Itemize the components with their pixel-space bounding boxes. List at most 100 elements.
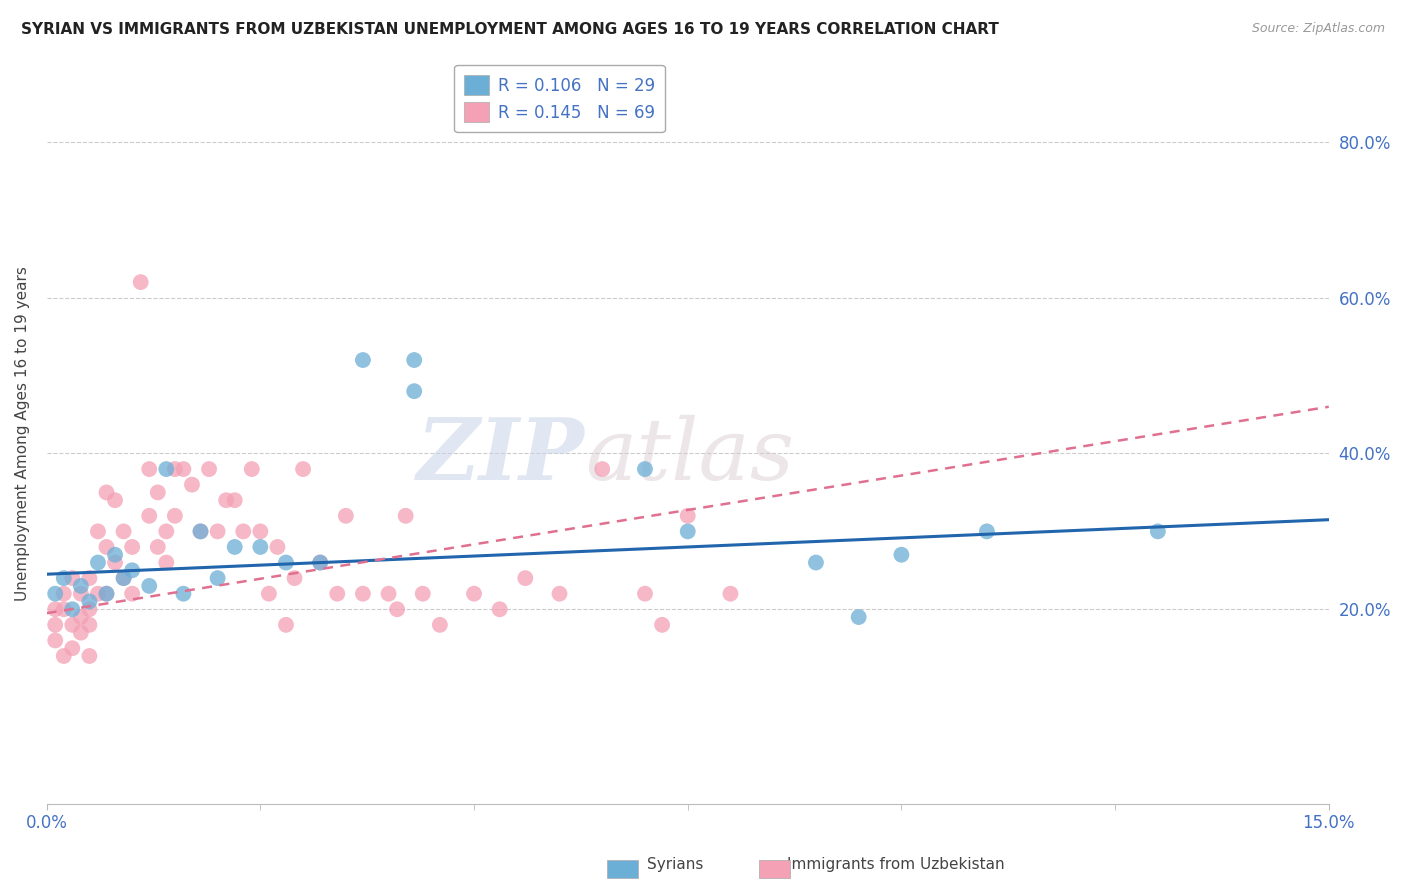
Point xyxy=(190,524,212,539)
Point xyxy=(676,508,699,523)
Point xyxy=(96,587,118,601)
Point xyxy=(112,571,135,585)
Point xyxy=(104,556,127,570)
Point xyxy=(104,493,127,508)
Point xyxy=(172,462,194,476)
Point xyxy=(274,556,297,570)
Point xyxy=(634,462,657,476)
Point xyxy=(79,602,101,616)
Point xyxy=(70,625,93,640)
Point xyxy=(804,556,827,570)
Point xyxy=(121,540,143,554)
Point xyxy=(404,353,426,368)
Text: atlas: atlas xyxy=(585,415,794,498)
Text: SYRIAN VS IMMIGRANTS FROM UZBEKISTAN UNEMPLOYMENT AMONG AGES 16 TO 19 YEARS CORR: SYRIAN VS IMMIGRANTS FROM UZBEKISTAN UNE… xyxy=(21,22,1000,37)
Point xyxy=(488,602,510,616)
Point xyxy=(60,571,83,585)
Text: Syrians: Syrians xyxy=(647,857,703,872)
Point xyxy=(70,610,93,624)
Point xyxy=(155,462,177,476)
Point xyxy=(138,508,160,523)
Point xyxy=(112,524,135,539)
Point xyxy=(163,462,186,476)
Point xyxy=(463,587,485,601)
Point xyxy=(976,524,998,539)
Point xyxy=(96,587,118,601)
Point xyxy=(155,524,177,539)
Point xyxy=(52,571,75,585)
Text: Source: ZipAtlas.com: Source: ZipAtlas.com xyxy=(1251,22,1385,36)
Point xyxy=(335,508,357,523)
Point xyxy=(87,587,110,601)
Point xyxy=(138,462,160,476)
Point xyxy=(129,275,152,289)
Point xyxy=(326,587,349,601)
Point xyxy=(266,540,288,554)
Point xyxy=(138,579,160,593)
Point xyxy=(207,524,229,539)
Point xyxy=(79,571,101,585)
Point xyxy=(87,524,110,539)
Point xyxy=(395,508,418,523)
Point xyxy=(112,571,135,585)
Point xyxy=(240,462,263,476)
Point xyxy=(651,617,673,632)
Point xyxy=(352,353,374,368)
Text: Immigrants from Uzbekistan: Immigrants from Uzbekistan xyxy=(787,857,1005,872)
Point xyxy=(70,587,93,601)
Point xyxy=(198,462,221,476)
Point xyxy=(377,587,399,601)
Point xyxy=(309,556,332,570)
Point xyxy=(224,540,246,554)
Point xyxy=(87,556,110,570)
Point xyxy=(146,540,169,554)
Point xyxy=(121,587,143,601)
Point xyxy=(190,524,212,539)
Point xyxy=(591,462,613,476)
Point xyxy=(155,556,177,570)
Point xyxy=(283,571,305,585)
Point xyxy=(52,602,75,616)
Point xyxy=(309,556,332,570)
Point xyxy=(404,384,426,399)
Point xyxy=(274,617,297,632)
Point xyxy=(385,602,408,616)
Point xyxy=(96,485,118,500)
Point xyxy=(60,617,83,632)
Point xyxy=(412,587,434,601)
Point xyxy=(181,477,204,491)
Y-axis label: Unemployment Among Ages 16 to 19 years: Unemployment Among Ages 16 to 19 years xyxy=(15,267,30,601)
Point xyxy=(44,633,66,648)
Point xyxy=(292,462,315,476)
Point xyxy=(44,602,66,616)
Point xyxy=(104,548,127,562)
Point xyxy=(257,587,280,601)
Point xyxy=(232,524,254,539)
Point xyxy=(172,587,194,601)
Point xyxy=(249,540,271,554)
Point xyxy=(52,648,75,663)
Point xyxy=(44,617,66,632)
Point xyxy=(1146,524,1168,539)
Point xyxy=(44,587,66,601)
Point xyxy=(79,594,101,608)
Point xyxy=(96,540,118,554)
Point xyxy=(60,641,83,656)
Point xyxy=(215,493,238,508)
Point xyxy=(60,602,83,616)
Point xyxy=(676,524,699,539)
Legend: R = 0.106   N = 29, R = 0.145   N = 69: R = 0.106 N = 29, R = 0.145 N = 69 xyxy=(454,65,665,132)
Point xyxy=(720,587,742,601)
Point xyxy=(634,587,657,601)
Point xyxy=(429,617,451,632)
Text: ZIP: ZIP xyxy=(418,415,585,498)
Point xyxy=(224,493,246,508)
Point xyxy=(79,648,101,663)
Point xyxy=(848,610,870,624)
Point xyxy=(79,617,101,632)
Point xyxy=(890,548,912,562)
Point xyxy=(70,579,93,593)
Point xyxy=(52,587,75,601)
Point xyxy=(163,508,186,523)
Point xyxy=(249,524,271,539)
